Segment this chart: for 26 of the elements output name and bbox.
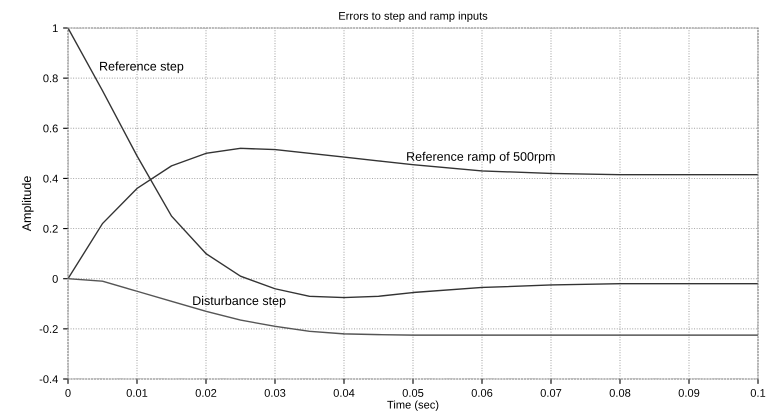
annotation: Disturbance step	[193, 296, 286, 308]
x-tick-label: 0.01	[126, 389, 148, 397]
y-tick-label: 0.2	[43, 224, 58, 233]
x-tick-label: 0.05	[402, 389, 424, 397]
y-axis-title: Amplitude	[22, 176, 34, 232]
x-tick-label: 0.06	[472, 389, 492, 397]
y-tick-label: 0	[52, 274, 58, 283]
x-tick-label: 0.08	[610, 389, 630, 397]
x-tick-label: 0.04	[334, 389, 354, 397]
y-tick-label: 1	[52, 24, 58, 32]
x-tick-label: 0.1	[750, 389, 766, 397]
chart-title: Errors to step and ramp inputs	[339, 12, 488, 22]
x-tick-label: 0.02	[196, 389, 216, 397]
x-axis-title: Time (sec)	[387, 400, 438, 411]
y-tick-label: 0.4	[43, 174, 58, 183]
line-series	[68, 278, 758, 336]
y-tick-label: 0.8	[43, 74, 58, 82]
x-tick-label: 0.07	[540, 389, 562, 397]
annotation: Reference step	[100, 61, 184, 74]
y-tick-label: -0.4	[40, 375, 58, 384]
y-tick-label: 0.6	[43, 124, 58, 132]
x-tick-label: 0	[65, 389, 71, 397]
x-tick-label: 0.09	[678, 389, 700, 397]
x-tick-label: 0.03	[264, 389, 286, 397]
annotation: Reference ramp of 500rpm	[407, 152, 555, 164]
y-tick-label: -0.2	[40, 325, 58, 333]
